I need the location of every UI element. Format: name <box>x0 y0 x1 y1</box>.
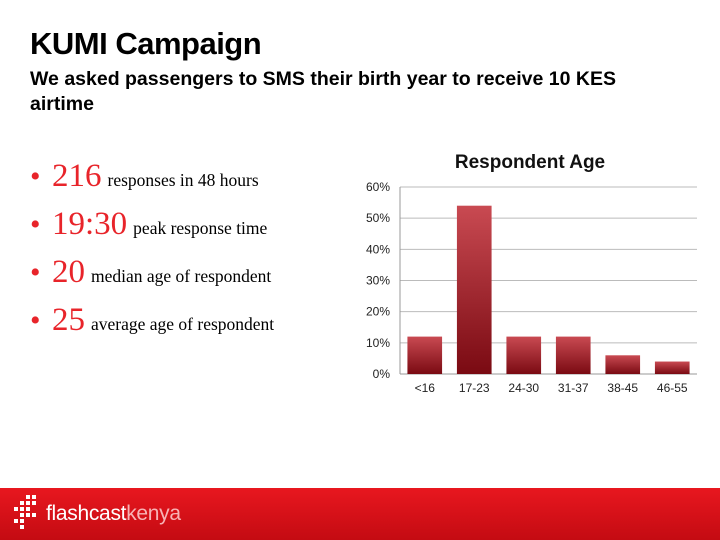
stat-text: responses in 48 hours <box>107 170 259 190</box>
bullet-icon: • <box>30 304 41 337</box>
bullet-icon: • <box>30 256 41 289</box>
stat-item-responses: • 216 responses in 48 hours <box>30 158 274 206</box>
y-tick-label: 50% <box>366 211 390 225</box>
bar-3 <box>555 336 591 374</box>
stat-text: average age of respondent <box>91 314 275 334</box>
brand-wordmark: flashcastkenya <box>46 502 181 526</box>
bullet-icon: • <box>30 160 41 193</box>
x-axis-ticks: <16 17-23 24-30 31-37 38-45 46-55 <box>415 381 688 395</box>
brand-name: flashcast <box>46 502 127 525</box>
y-tick-label: 40% <box>366 242 390 256</box>
x-tick-label: 46-55 <box>657 381 688 395</box>
stat-item-median-age: • 20 median age of respondent <box>30 254 274 302</box>
chart-gridlines <box>399 186 697 375</box>
chart-title: Respondent Age <box>455 152 605 173</box>
stat-value: 19:30 <box>52 206 128 242</box>
y-tick-label: 20% <box>366 305 390 319</box>
stat-text: median age of respondent <box>91 266 272 286</box>
pixel-grid-logo-icon <box>14 495 36 529</box>
bullet-icon: • <box>30 208 41 241</box>
bar-5 <box>654 361 690 374</box>
x-tick-label: 38-45 <box>607 381 638 395</box>
bar-1 <box>456 205 492 374</box>
stat-item-peak-time: • 19:30 peak response time <box>30 206 274 254</box>
y-tick-label: 0% <box>373 367 391 381</box>
bar-2 <box>506 336 542 374</box>
stat-text: peak response time <box>133 218 268 238</box>
y-tick-label: 60% <box>366 180 390 194</box>
x-tick-label: 24-30 <box>508 381 539 395</box>
respondent-age-chart: Respondent Age 0% 10% 20% 30% 40% 50% 60% <16 1… <box>366 152 697 395</box>
x-tick-label: 31-37 <box>558 381 589 395</box>
stat-item-average-age: • 25 average age of respondent <box>30 302 274 350</box>
chart-bars <box>407 205 690 374</box>
slide-title: KUMI Campaign <box>30 26 262 61</box>
y-tick-label: 10% <box>366 336 390 350</box>
stat-value: 216 <box>52 158 102 194</box>
footer-bar: flashcastkenya <box>0 488 720 540</box>
bar-0 <box>407 336 443 374</box>
stat-value: 25 <box>52 302 85 338</box>
bar-4 <box>605 355 641 374</box>
y-tick-label: 30% <box>366 274 390 288</box>
stat-value: 20 <box>52 254 85 290</box>
x-tick-label: 17-23 <box>459 381 490 395</box>
y-axis-ticks: 0% 10% 20% 30% 40% 50% 60% <box>366 180 390 381</box>
x-tick-label: <16 <box>415 381 436 395</box>
stats-list: • 216 responses in 48 hours • 19:30 peak… <box>30 158 274 350</box>
slide-subtitle: We asked passengers to SMS their birth y… <box>30 68 616 115</box>
brand-suffix: kenya <box>126 502 181 525</box>
